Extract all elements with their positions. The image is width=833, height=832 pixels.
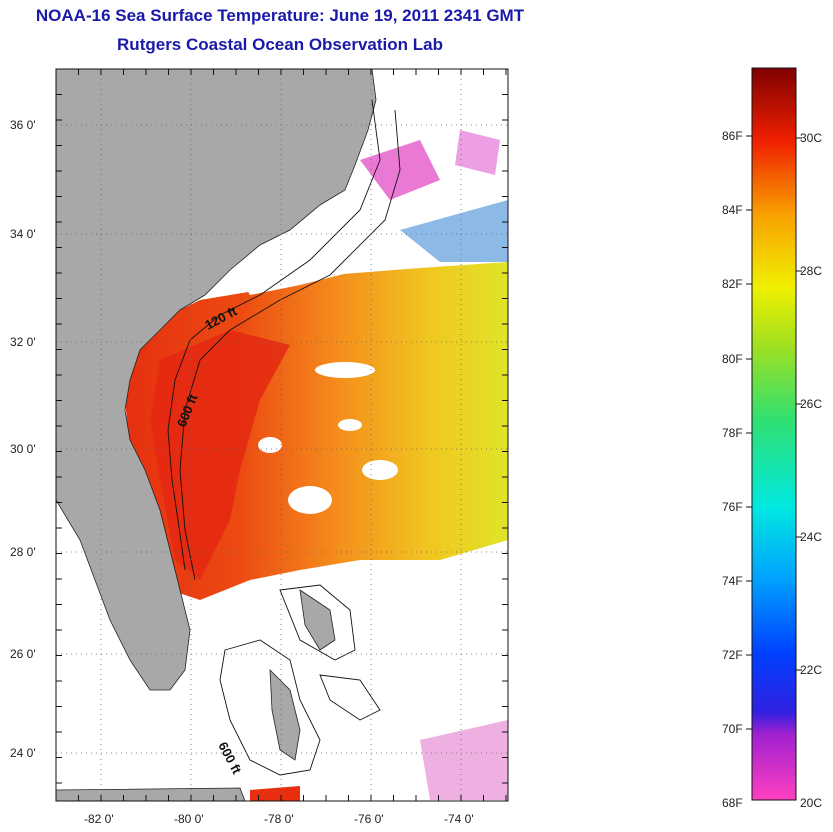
sst-red-patch xyxy=(250,786,300,801)
cb-f-68: 68F xyxy=(722,796,743,810)
cloud-patch xyxy=(362,460,398,480)
map-subtitle: Rutgers Coastal Ocean Observation Lab xyxy=(117,35,443,54)
cb-f-86: 86F xyxy=(722,129,743,143)
lat-label-26: 26 0' xyxy=(10,647,36,661)
lon-label-74: -74 0' xyxy=(444,812,474,826)
cb-f-84: 84F xyxy=(722,203,743,217)
cb-f-74: 74F xyxy=(722,574,743,588)
contour-120ft xyxy=(167,99,381,571)
contour-bahamas xyxy=(319,674,381,721)
land-cuba xyxy=(56,787,246,801)
cb-c-30: 30C xyxy=(800,131,823,145)
lat-label-36: 36 0' xyxy=(10,118,36,132)
grid-lines xyxy=(56,69,508,801)
cb-f-80: 80F xyxy=(722,352,743,366)
cb-c-28: 28C xyxy=(800,264,823,278)
cb-c-26: 26C xyxy=(800,397,823,411)
cb-c-22: 22C xyxy=(800,663,823,677)
contour-bahamas xyxy=(219,639,321,776)
cb-f-82: 82F xyxy=(722,277,743,291)
colorbar xyxy=(751,67,797,801)
cloud-patch xyxy=(338,419,362,431)
lat-label-30: 30 0' xyxy=(10,442,36,456)
sst-magenta-patch xyxy=(455,130,500,175)
cb-f-76: 76F xyxy=(722,500,743,514)
contour-bahamas xyxy=(279,584,356,661)
contour-600ft xyxy=(179,109,401,581)
cb-c-20: 20C xyxy=(800,796,823,810)
axis-ticks xyxy=(55,68,802,801)
land-southeast-us xyxy=(56,69,377,691)
lat-label-28: 28 0' xyxy=(10,545,36,559)
map-title: NOAA-16 Sea Surface Temperature: June 19… xyxy=(35,6,525,25)
lat-label-34: 34 0' xyxy=(10,227,36,241)
cloud-patch xyxy=(258,437,282,453)
cloud-patch xyxy=(315,362,375,378)
lon-label-80: -80 0' xyxy=(174,812,204,826)
lon-label-76: -76 0' xyxy=(354,812,384,826)
lat-label-24: 24 0' xyxy=(10,746,36,760)
lon-label-78: -78 0' xyxy=(264,812,294,826)
cb-f-72: 72F xyxy=(722,648,743,662)
cb-f-78: 78F xyxy=(722,426,743,440)
land-bahamas xyxy=(269,668,301,761)
sst-cool-patch xyxy=(400,200,508,262)
cb-c-24: 24C xyxy=(800,530,823,544)
cloud-north xyxy=(230,195,450,295)
sst-magenta-patch xyxy=(420,720,508,800)
land-bahamas xyxy=(299,589,336,651)
lon-label-82: -82 0' xyxy=(84,812,114,826)
sst-core-region xyxy=(150,330,290,580)
cb-f-70: 70F xyxy=(722,722,743,736)
lat-label-32: 32 0' xyxy=(10,335,36,349)
cloud-patch xyxy=(288,486,332,514)
map-frame xyxy=(55,68,509,802)
